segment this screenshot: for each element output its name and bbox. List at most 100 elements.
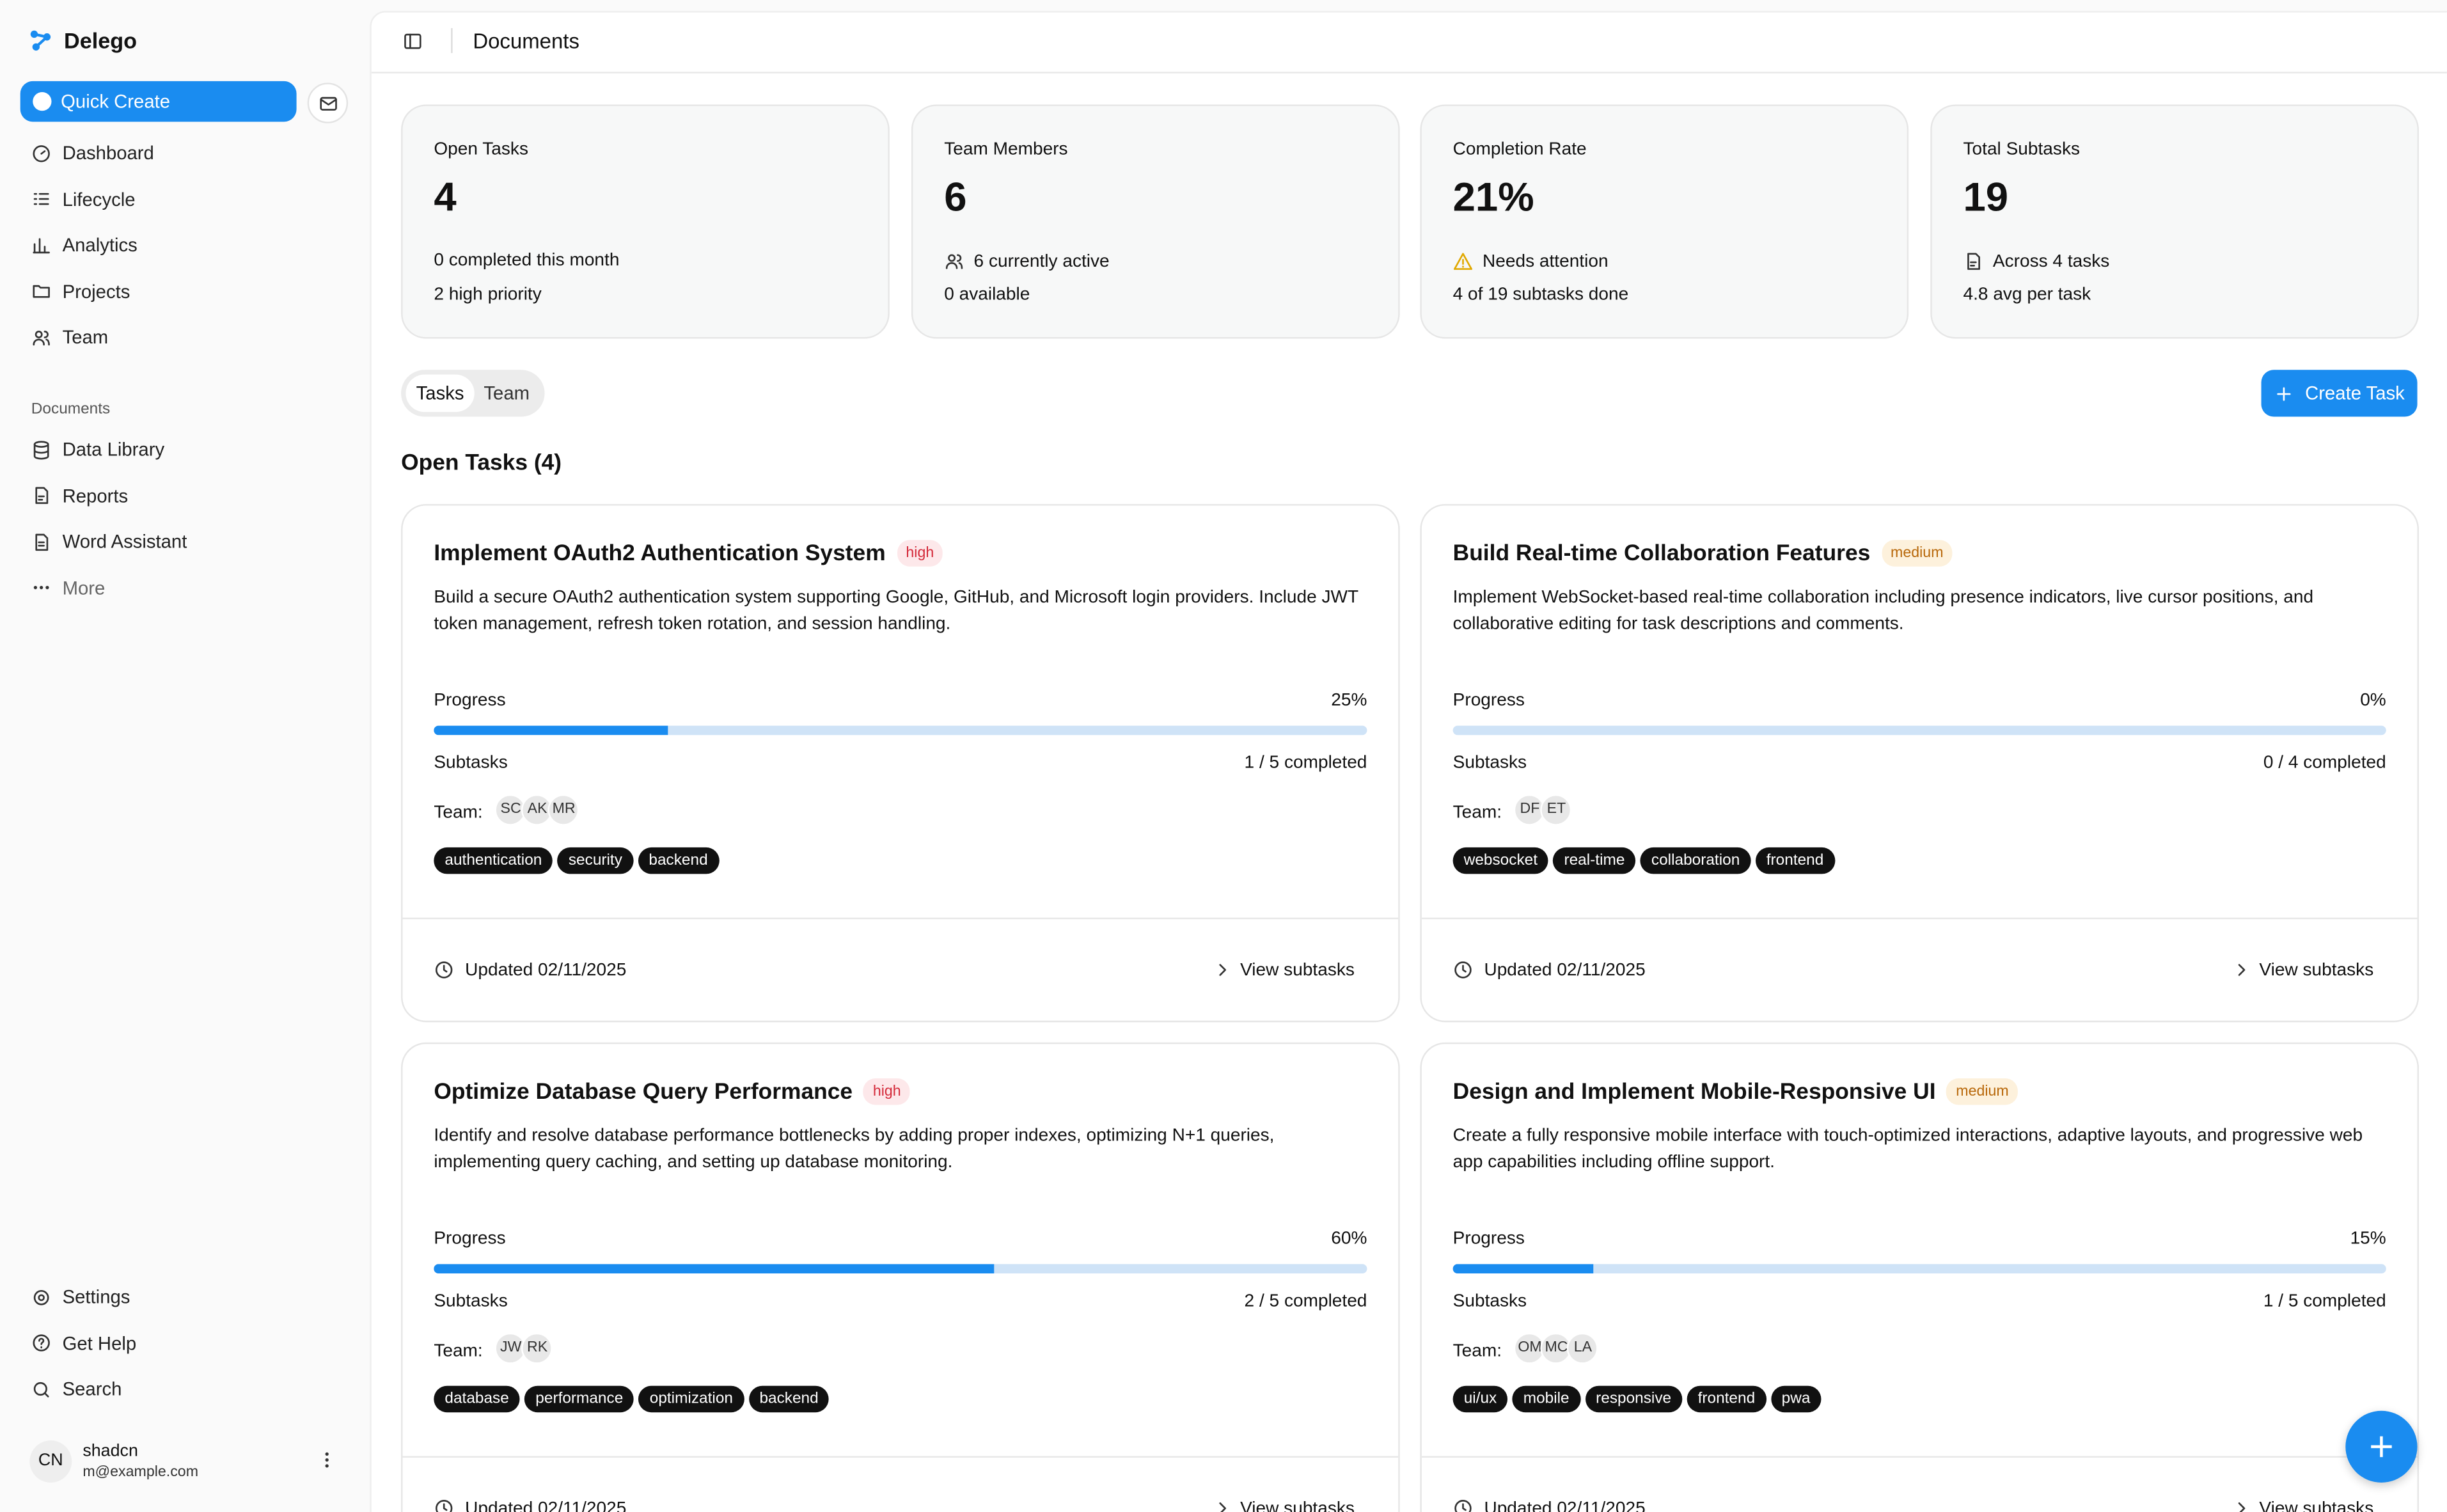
nav-label: Team <box>62 326 109 349</box>
view-subtasks-label: View subtasks <box>1240 1499 1355 1512</box>
user-avatar: CN <box>29 1440 72 1483</box>
nav-item[interactable]: Search <box>31 1378 122 1400</box>
updated-text: Updated 02/11/2025 <box>465 960 627 980</box>
nav-label: Get Help <box>62 1332 137 1354</box>
view-subtasks[interactable]: View subtasks <box>2231 1498 2373 1512</box>
nav-label: Settings <box>62 1286 130 1308</box>
create-task-button[interactable]: Create Task <box>2261 370 2418 417</box>
section-label: Documents <box>31 401 111 418</box>
nav-item[interactable]: Get Help <box>31 1332 136 1354</box>
section-title: Open Tasks (4) <box>401 451 562 476</box>
tab[interactable]: Team <box>484 382 530 404</box>
main-panel: Documents Open Tasks 4 0 completed this mon… <box>370 11 2447 1512</box>
inbox-button[interactable] <box>307 83 349 123</box>
task-header: Implement OAuth2 Authentication System hi… <box>434 540 943 567</box>
avatar-group: OM MC LA <box>1514 1332 1599 1369</box>
stat-value: 6 <box>944 173 967 221</box>
subtasks-count: 2 / 5 completed <box>1244 1292 1367 1311</box>
subtasks-count: 1 / 5 completed <box>1244 753 1367 773</box>
header-divider <box>451 28 453 53</box>
updated-text: Updated 02/11/2025 <box>1484 1499 1646 1512</box>
stat-detail: 6 currently active <box>944 251 1110 272</box>
nav-item[interactable]: Reports <box>31 485 128 507</box>
header-title: Documents <box>473 29 579 53</box>
team-avatar: MC <box>1541 1332 1572 1364</box>
nav-item[interactable]: Data Library <box>31 439 164 461</box>
tag: performance <box>524 1385 634 1413</box>
nav-item[interactable]: Projects <box>31 280 130 302</box>
stat-card: Open Tasks 4 0 completed this month 2 high … <box>401 104 890 339</box>
team-row: Team: SC AK MR <box>434 794 580 830</box>
view-subtasks[interactable]: View subtasks <box>1212 1498 1355 1512</box>
header-border <box>371 72 2447 74</box>
tag: database <box>434 1385 520 1413</box>
stat-detail: 4.8 avg per task <box>1963 285 2091 304</box>
nav-item[interactable]: Team <box>31 326 108 348</box>
create-task-label: Create Task <box>2305 382 2405 404</box>
stat-label: Total Subtasks <box>1963 140 2081 159</box>
tag: collaboration <box>1640 847 1751 874</box>
task-title: Build Real-time Collaboration Features <box>1452 540 1871 566</box>
team-row: Team: DF ET <box>1452 794 1572 830</box>
fab[interactable] <box>2345 1410 2418 1483</box>
progress-bar <box>434 725 668 736</box>
nav-item[interactable]: Word Assistant <box>31 531 187 553</box>
subtasks-label: Subtasks <box>434 753 508 773</box>
tag: backend <box>638 847 719 874</box>
view-subtasks-label: View subtasks <box>2259 960 2374 980</box>
nav-label: Lifecycle <box>62 188 136 210</box>
stat-value: 19 <box>1963 173 2009 221</box>
task-card: Optimize Database Query Performance high I… <box>401 1042 1400 1512</box>
quick-create-label: Quick Create <box>61 90 171 113</box>
stat-detail-text: Across 4 tasks <box>1992 252 2110 271</box>
subtasks-label: Subtasks <box>434 1292 508 1311</box>
tag-row: ui/ux mobile responsive frontend pwa <box>1452 1383 1826 1413</box>
team-avatar: DF <box>1514 794 1546 826</box>
nav-item[interactable]: Dashboard <box>31 142 154 164</box>
tag: security <box>557 847 633 874</box>
team-label: Team: <box>1452 803 1502 822</box>
progress-value: 60% <box>1331 1229 1367 1248</box>
sidebar-toggle[interactable] <box>403 31 423 59</box>
nav-item[interactable]: Settings <box>31 1286 130 1308</box>
nav-label: Analytics <box>62 234 138 256</box>
team-label: Team: <box>434 1341 483 1360</box>
nav-label: Word Assistant <box>62 530 187 553</box>
avatar-group: SC AK MR <box>495 794 580 830</box>
nav-label: Data Library <box>62 438 165 461</box>
team-avatar: RK <box>521 1332 553 1364</box>
nav-label: Projects <box>62 280 130 303</box>
nav-item[interactable]: Lifecycle <box>31 188 136 210</box>
task-title: Design and Implement Mobile-Responsive U… <box>1452 1079 1936 1105</box>
subtasks-count: 1 / 5 completed <box>2263 1292 2386 1311</box>
view-subtasks[interactable]: View subtasks <box>2231 960 2373 980</box>
team-avatar: LA <box>1567 1332 1599 1364</box>
nav-item[interactable]: Analytics <box>31 234 138 256</box>
avatar-group: DF ET <box>1514 794 1572 830</box>
nav-item[interactable]: More <box>31 577 105 599</box>
card-divider <box>1421 1456 2418 1458</box>
progress-track <box>1452 1264 2386 1274</box>
view-subtasks[interactable]: View subtasks <box>1212 960 1355 980</box>
tab-list: Tasks Team <box>401 370 545 417</box>
tag: optimization <box>638 1385 744 1413</box>
tag-row: authentication security backend <box>434 844 723 874</box>
priority-badge: medium <box>1946 1078 2018 1105</box>
progress-value: 15% <box>2350 1229 2386 1248</box>
tag: mobile <box>1512 1385 1580 1413</box>
team-avatar: ET <box>1541 794 1572 826</box>
tab-active[interactable]: Tasks <box>405 374 475 413</box>
task-title: Optimize Database Query Performance <box>434 1079 853 1105</box>
tag: ui/ux <box>1452 1385 1508 1413</box>
task-card: Implement OAuth2 Authentication System hi… <box>401 504 1400 1023</box>
user-menu[interactable] <box>317 1450 337 1478</box>
updated-text: Updated 02/11/2025 <box>465 1499 627 1512</box>
task-card: Design and Implement Mobile-Responsive U… <box>1420 1042 2419 1512</box>
stat-value: 21% <box>1452 173 1534 221</box>
updated: Updated 02/11/2025 <box>434 960 626 980</box>
progress-bar <box>1452 1264 1593 1274</box>
team-row: Team: OM MC LA <box>1453 1332 1599 1369</box>
quick-create-button[interactable]: Quick Create <box>20 81 297 122</box>
progress-label: Progress <box>1452 1229 1525 1248</box>
